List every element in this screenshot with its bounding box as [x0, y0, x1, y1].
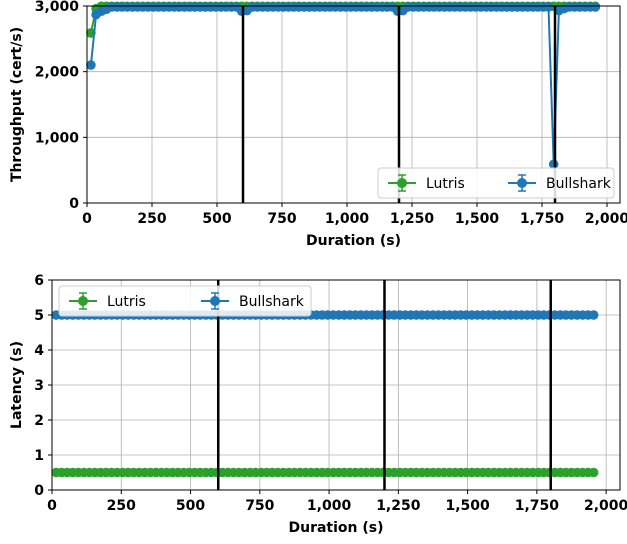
- y-tick-label: 4: [34, 343, 44, 359]
- y-tick-label: 3,000: [35, 0, 80, 15]
- legend-label: Lutris: [107, 294, 146, 310]
- x-tick-label: 0: [47, 498, 57, 514]
- data-point-bullshark: [590, 2, 601, 12]
- legend-box: [58, 285, 312, 317]
- legend-item-bullshark: Bullshark: [508, 174, 612, 192]
- data-point-bullshark: [86, 60, 96, 70]
- y-tick-label: 0: [34, 483, 44, 499]
- x-tick-label: 1,500: [445, 498, 490, 514]
- x-tick-label: 1,250: [376, 498, 421, 514]
- y-tick-label: 1: [34, 448, 44, 464]
- x-tick-label: 2,000: [585, 211, 627, 227]
- x-axis-label: Duration (s): [288, 520, 383, 536]
- x-tick-label: 750: [245, 498, 274, 514]
- x-tick-label: 1,000: [325, 211, 370, 227]
- x-tick-label: 1,750: [520, 211, 565, 227]
- throughput-chart: 0 250 500 750 1,000 1,250 1,500 1,750 2,000 0 1,00…: [9, 0, 627, 249]
- legend-marker: [210, 296, 220, 306]
- legend: Lutris Bullshark: [58, 285, 312, 317]
- y-axis-label: Throughput (cert/s): [9, 27, 25, 182]
- plot-frame: [86, 5, 621, 204]
- x-tick-label: 250: [137, 211, 166, 227]
- y-tick-label: 1,000: [35, 130, 80, 146]
- y-tick-label: 0: [69, 196, 79, 212]
- x-tick-label: 0: [82, 211, 92, 227]
- legend: Lutris Bullshark: [377, 167, 615, 199]
- x-axis-label: Duration (s): [306, 233, 401, 249]
- legend-label: Bullshark: [239, 294, 305, 310]
- data-point-bullshark: [588, 310, 599, 320]
- x-tick-label: 750: [267, 211, 296, 227]
- y-tick-label: 5: [34, 308, 44, 324]
- x-tick-label: 2,000: [584, 498, 627, 514]
- x-tick-label: 1,750: [515, 498, 560, 514]
- x-tick-label: 500: [176, 498, 205, 514]
- legend-item-lutris: Lutris: [388, 174, 465, 192]
- y-axis-label: Latency (s): [9, 341, 25, 429]
- legend-item-lutris: Lutris: [69, 292, 146, 310]
- y-tick-label: 2,000: [35, 65, 80, 81]
- x-tick-label: 1,000: [307, 498, 352, 514]
- data-point-bullshark: [543, 2, 554, 12]
- y-tick-label: 2: [34, 413, 44, 429]
- y-tick-label: 6: [34, 273, 44, 289]
- legend-item-bullshark: Bullshark: [201, 292, 305, 310]
- legend-label: Lutris: [426, 176, 465, 192]
- data-point-lutris: [588, 467, 599, 478]
- series-line-bullshark: [89, 5, 596, 165]
- x-tick-label: 500: [202, 211, 231, 227]
- y-tick-label: 3: [34, 378, 44, 394]
- latency-chart: 0 250 500 750 1,000 1,250 1,500 1,750 2,000 0 1 2 3 4…: [9, 273, 627, 536]
- x-tick-label: 1,250: [390, 211, 435, 227]
- legend-label: Bullshark: [546, 176, 612, 192]
- x-tick-label: 1,500: [455, 211, 500, 227]
- legend-marker: [78, 296, 88, 306]
- legend-marker: [397, 178, 407, 188]
- legend-marker: [517, 178, 527, 188]
- legend-box: [377, 167, 615, 199]
- x-tick-label: 250: [107, 498, 136, 514]
